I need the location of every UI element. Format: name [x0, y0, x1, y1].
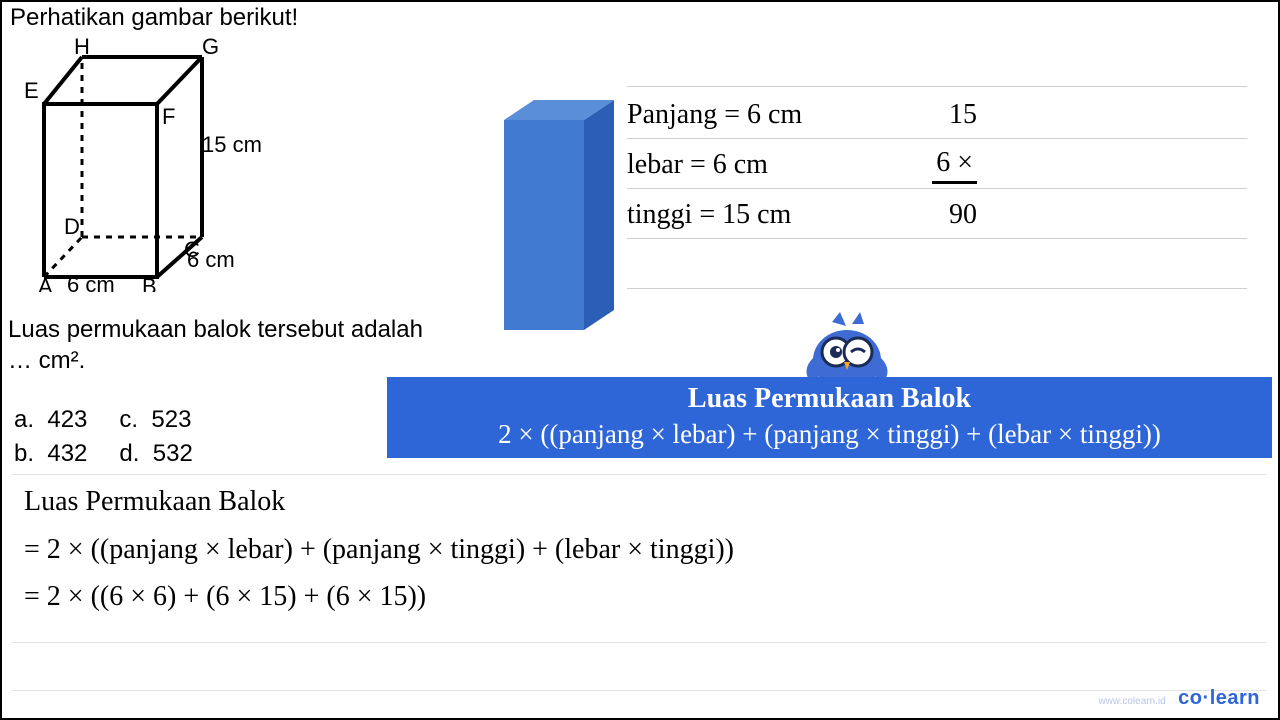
calc-6x: 6 × [932, 147, 977, 184]
vertex-e: E [24, 78, 39, 103]
label-height: 15 cm [202, 132, 262, 158]
vertex-d: D [64, 214, 80, 239]
question-text: Luas permukaan balok tersebut adalah … c… [8, 314, 423, 376]
work-line2: = 2 × ((panjang × lebar) + (panjang × ti… [24, 526, 734, 574]
blue-box-3d [494, 80, 624, 340]
options: a. 423 c. 523 b. 432 d. 532 [12, 402, 225, 472]
work-line3: = 2 × ((6 × 6) + (6 × 15) + (6 × 15)) [24, 573, 734, 621]
vertex-g: G [202, 34, 219, 59]
vertex-h: H [74, 34, 90, 59]
option-b: b. 432 [14, 438, 117, 470]
banner-formula: 2 × ((panjang × lebar) + (panjang × ting… [395, 419, 1264, 450]
dim-panjang: Panjang = 6 cm [627, 99, 887, 131]
option-d: d. 532 [119, 438, 222, 470]
working-steps: Luas Permukaan Balok = 2 × ((panjang × l… [24, 478, 734, 621]
vertex-a: A [38, 274, 53, 292]
dim-lebar: lebar = 6 cm [627, 149, 887, 181]
option-c: c. 523 [119, 404, 222, 436]
brand-name: co·learn [1178, 687, 1260, 709]
banner-title: Luas Permukaan Balok [395, 383, 1264, 415]
formula-banner: Luas Permukaan Balok 2 × ((panjang × leb… [387, 377, 1272, 458]
question-title: Perhatikan gambar berikut! [10, 4, 298, 32]
option-a: a. 423 [14, 404, 117, 436]
dimension-block: Panjang = 6 cm 15 lebar = 6 cm 6 × tingg… [627, 90, 977, 240]
work-line1: Luas Permukaan Balok [24, 478, 734, 526]
dim-tinggi: tinggi = 15 cm [627, 199, 887, 231]
question-line2: … cm². [8, 347, 85, 374]
calc-90: 90 [887, 199, 977, 231]
question-line1: Luas permukaan balok tersebut adalah [8, 316, 423, 343]
label-ab: 6 cm [67, 272, 115, 298]
calc-15: 15 [887, 99, 977, 131]
vertex-f: F [162, 104, 175, 129]
brand-footer: www.colearn.id co·learn [1098, 687, 1260, 710]
brand-url: www.colearn.id [1098, 696, 1165, 707]
vertex-b: B [142, 274, 157, 292]
label-bc: 6 cm [187, 247, 235, 273]
